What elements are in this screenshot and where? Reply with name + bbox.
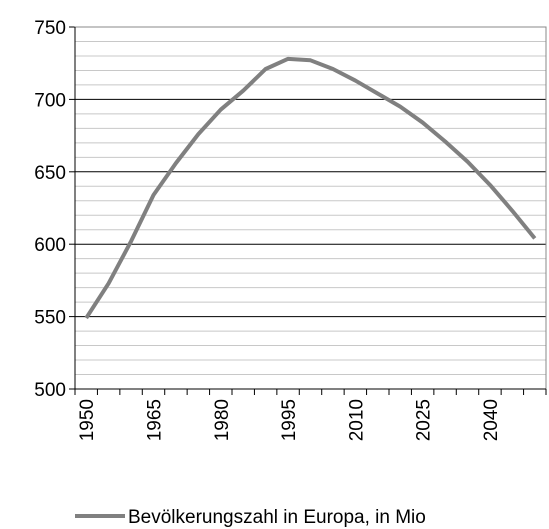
- y-tick-label: 700: [34, 90, 66, 111]
- series-line: [84, 56, 537, 320]
- x-tick-label: 2040: [481, 399, 502, 441]
- x-tick-label: 1995: [279, 399, 300, 441]
- y-tick-label: 550: [34, 308, 66, 329]
- x-tick-label: 2025: [414, 399, 435, 441]
- x-tick-label: 2010: [346, 399, 367, 441]
- x-tick-label: 1950: [77, 399, 98, 441]
- y-tick-label: 750: [34, 18, 66, 39]
- y-tick-label: 500: [34, 380, 66, 401]
- y-tick-label: 600: [34, 235, 66, 256]
- x-tick-label: 1980: [212, 399, 233, 441]
- y-tick-label: 650: [34, 163, 66, 184]
- x-tick-label: 1965: [145, 399, 166, 441]
- legend-label: Bevölkerungszahl in Europa, in Mio: [128, 507, 426, 528]
